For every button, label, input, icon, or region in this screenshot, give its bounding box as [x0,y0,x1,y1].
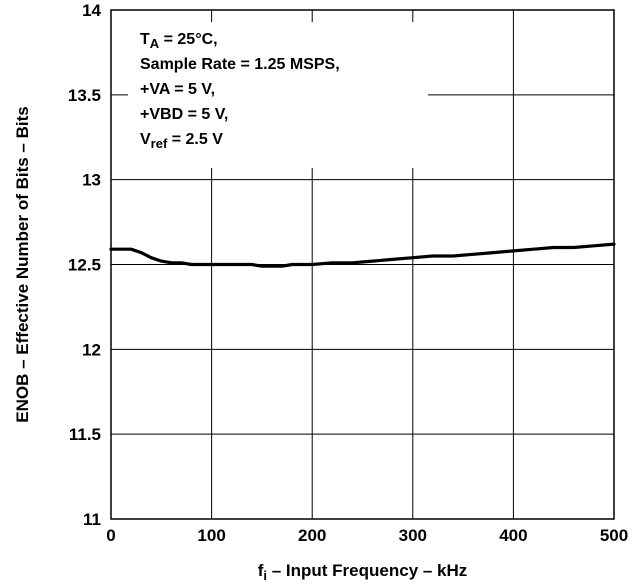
annotation-text: TA = 25°C, Sample Rate = 1.25 MSPS, +VA = … [140,31,340,151]
x-tick-label: 100 [197,526,225,545]
x-axis-title-sub: i [263,568,267,583]
annotation-line: +VA = 5 V, [140,81,215,98]
y-tick-label: 13 [82,171,101,190]
x-axis-title-main: f [258,561,264,580]
y-tick-labels: 11 11.5 12 12.5 13 13.5 14 [68,1,102,529]
y-tick-label: 13.5 [68,86,101,105]
annotation-main: +VA = 5 V, [140,81,215,98]
annotation-subscript: A [150,36,160,51]
y-tick-label: 11.5 [69,425,101,444]
x-tick-label: 300 [399,526,427,545]
x-axis-title-rest: – Input Frequency – kHz [267,561,467,580]
y-tick-label: 11 [83,510,101,529]
annotation-line: Vref = 2.5 V [140,131,223,151]
annotation-line: TA = 25°C, [140,31,218,51]
annotation-line: Sample Rate = 1.25 MSPS, [140,56,340,73]
annotation-main: T [140,31,150,48]
y-axis-title: ENOB – Effective Number of Bits – Bits [13,106,32,422]
x-tick-label: 400 [499,526,527,545]
x-axis-title: fi – Input Frequency – kHz [258,561,468,583]
annotation-main: V [140,131,151,148]
y-tick-label: 12 [82,340,101,359]
plot-frame [110,9,615,520]
annotation-line: +VBD = 5 V, [140,106,228,123]
x-tick-label: 200 [298,526,326,545]
y-tick-label: 14 [82,1,101,20]
y-tick-label: 12.5 [68,256,101,275]
annotation-main: Sample Rate = 1.25 MSPS, [140,56,340,73]
annotation-mask [128,22,428,168]
annotation-subscript: ref [151,136,168,151]
annotation-rest: = 2.5 V [167,131,223,148]
enob-series-line [109,242,616,268]
x-tick-label: 500 [600,526,628,545]
annotation-main: +VBD = 5 V, [140,106,228,123]
annotation-rest: = 25°C, [159,31,217,48]
x-tick-labels: 0 100 200 300 400 500 [106,526,628,545]
x-tick-label: 0 [106,526,115,545]
